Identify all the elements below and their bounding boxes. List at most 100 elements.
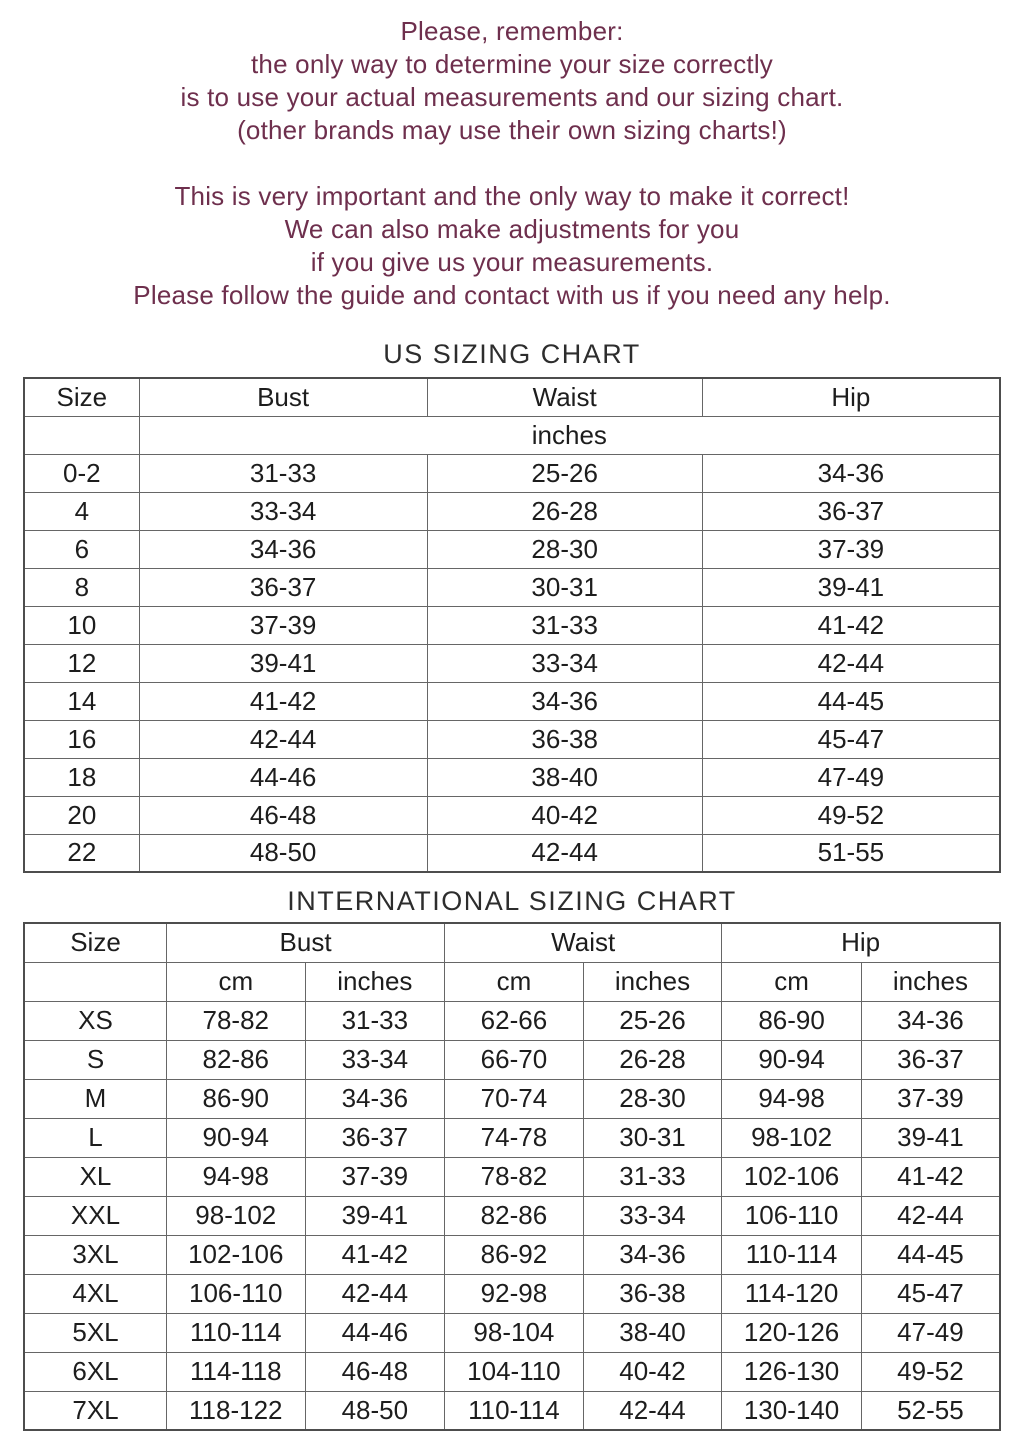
cell-hip: 42-44 — [701, 643, 1001, 683]
cell-waist_in: 25-26 — [582, 1000, 723, 1041]
international-chart-title: INTERNATIONAL SIZING CHART — [287, 886, 737, 916]
us-header-row: Size Bust Waist Hip — [23, 377, 1001, 417]
cell-bust_in: 46-48 — [304, 1351, 446, 1392]
table-row: 22 48-50 42-44 51-55 — [23, 833, 1001, 873]
cell-hip_in: 44-45 — [860, 1234, 1001, 1275]
cell-hip: 45-47 — [701, 719, 1001, 759]
cell-hip_in: 45-47 — [860, 1273, 1001, 1314]
table-row: XXL 98-102 39-41 82-86 33-34 106-110 42-44 — [23, 1195, 1001, 1236]
cell-hip_in: 47-49 — [860, 1312, 1001, 1353]
cell-waist: 30-31 — [426, 567, 703, 607]
intro-line: We can also make adjustments for you — [284, 214, 740, 244]
table-row: S 82-86 33-34 66-70 26-28 90-94 36-37 — [23, 1039, 1001, 1080]
table-row: 6 34-36 28-30 37-39 — [23, 529, 1001, 569]
unit-label-hip-cm: cm — [721, 961, 862, 1002]
unit-label-waist-cm: cm — [444, 961, 584, 1002]
cell-bust: 31-33 — [138, 453, 428, 493]
table-row: 14 41-42 34-36 44-45 — [23, 681, 1001, 721]
us-chart-title: US SIZING CHART — [383, 339, 641, 369]
cell-hip_cm: 86-90 — [721, 1000, 862, 1041]
cell-hip: 44-45 — [701, 681, 1001, 721]
cell-waist_in: 30-31 — [582, 1117, 723, 1158]
cell-size: 14 — [23, 681, 140, 721]
cell-size: 0-2 — [23, 453, 140, 493]
cell-bust_in: 33-34 — [304, 1039, 446, 1080]
table-row: M 86-90 34-36 70-74 28-30 94-98 37-39 — [23, 1078, 1001, 1119]
empty-cell — [23, 415, 140, 455]
cell-waist: 28-30 — [426, 529, 703, 569]
cell-bust_in: 42-44 — [304, 1273, 446, 1314]
empty-cell — [23, 961, 167, 1002]
cell-waist_cm: 78-82 — [444, 1156, 584, 1197]
cell-waist_in: 42-44 — [582, 1390, 723, 1431]
cell-bust_in: 34-36 — [304, 1078, 446, 1119]
table-row: 18 44-46 38-40 47-49 — [23, 757, 1001, 797]
us-sizing-table: Size Bust Waist Hip inches 0-2 31-33 25-26… — [23, 377, 1001, 873]
cell-size: 10 — [23, 605, 140, 645]
cell-waist_cm: 98-104 — [444, 1312, 584, 1353]
cell-size: M — [23, 1078, 167, 1119]
cell-size: XS — [23, 1000, 167, 1041]
cell-waist_in: 26-28 — [582, 1039, 723, 1080]
cell-waist_cm: 62-66 — [444, 1000, 584, 1041]
cell-size: 18 — [23, 757, 140, 797]
cell-hip_cm: 98-102 — [721, 1117, 862, 1158]
cell-waist_cm: 110-114 — [444, 1390, 584, 1431]
cell-bust_cm: 94-98 — [165, 1156, 306, 1197]
intro-note: Please, remember: the only way to determ… — [0, 0, 1024, 312]
cell-hip_in: 34-36 — [860, 1000, 1001, 1041]
cell-waist_cm: 66-70 — [444, 1039, 584, 1080]
cell-waist_in: 33-34 — [582, 1195, 723, 1236]
cell-waist: 33-34 — [426, 643, 703, 683]
cell-hip_in: 41-42 — [860, 1156, 1001, 1197]
intro-line: the only way to determine your size corr… — [251, 49, 773, 79]
cell-waist: 40-42 — [426, 795, 703, 835]
cell-bust: 37-39 — [138, 605, 428, 645]
cell-bust: 44-46 — [138, 757, 428, 797]
column-header-hip: Hip — [721, 922, 1001, 963]
cell-waist: 38-40 — [426, 757, 703, 797]
cell-bust: 34-36 — [138, 529, 428, 569]
intro-line: Please, remember: — [400, 16, 624, 46]
cell-waist: 42-44 — [426, 833, 703, 873]
intro-line: if you give us your measurements. — [310, 247, 714, 277]
cell-hip: 36-37 — [701, 491, 1001, 531]
cell-hip: 41-42 — [701, 605, 1001, 645]
column-header-waist: Waist — [444, 922, 723, 963]
cell-waist_in: 34-36 — [582, 1234, 723, 1275]
table-row: L 90-94 36-37 74-78 30-31 98-102 39-41 — [23, 1117, 1001, 1158]
cell-hip: 39-41 — [701, 567, 1001, 607]
cell-bust_cm: 98-102 — [165, 1195, 306, 1236]
table-row: XL 94-98 37-39 78-82 31-33 102-106 41-42 — [23, 1156, 1001, 1197]
cell-bust_cm: 86-90 — [165, 1078, 306, 1119]
column-header-size: Size — [23, 377, 140, 417]
cell-hip: 34-36 — [701, 453, 1001, 493]
cell-waist_in: 40-42 — [582, 1351, 723, 1392]
cell-bust_cm: 110-114 — [165, 1312, 306, 1353]
cell-waist: 26-28 — [426, 491, 703, 531]
unit-label-bust-cm: cm — [165, 961, 306, 1002]
cell-size: 4XL — [23, 1273, 167, 1314]
cell-size: 4 — [23, 491, 140, 531]
cell-bust_cm: 106-110 — [165, 1273, 306, 1314]
cell-size: 22 — [23, 833, 140, 873]
table-row: 3XL 102-106 41-42 86-92 34-36 110-114 44-45 — [23, 1234, 1001, 1275]
cell-hip_cm: 102-106 — [721, 1156, 862, 1197]
intro-line: (other brands may use their own sizing c… — [237, 115, 787, 145]
cell-size: XL — [23, 1156, 167, 1197]
cell-bust: 48-50 — [138, 833, 428, 873]
unit-label-bust-inches: inches — [304, 961, 446, 1002]
cell-hip_cm: 114-120 — [721, 1273, 862, 1314]
cell-hip_in: 42-44 — [860, 1195, 1001, 1236]
cell-hip: 51-55 — [701, 833, 1001, 873]
cell-bust_cm: 102-106 — [165, 1234, 306, 1275]
cell-bust_in: 36-37 — [304, 1117, 446, 1158]
cell-waist_cm: 104-110 — [444, 1351, 584, 1392]
cell-size: 5XL — [23, 1312, 167, 1353]
column-header-size: Size — [23, 922, 167, 963]
cell-bust_in: 37-39 — [304, 1156, 446, 1197]
cell-size: 8 — [23, 567, 140, 607]
cell-size: 7XL — [23, 1390, 167, 1431]
cell-hip: 37-39 — [701, 529, 1001, 569]
cell-bust: 46-48 — [138, 795, 428, 835]
